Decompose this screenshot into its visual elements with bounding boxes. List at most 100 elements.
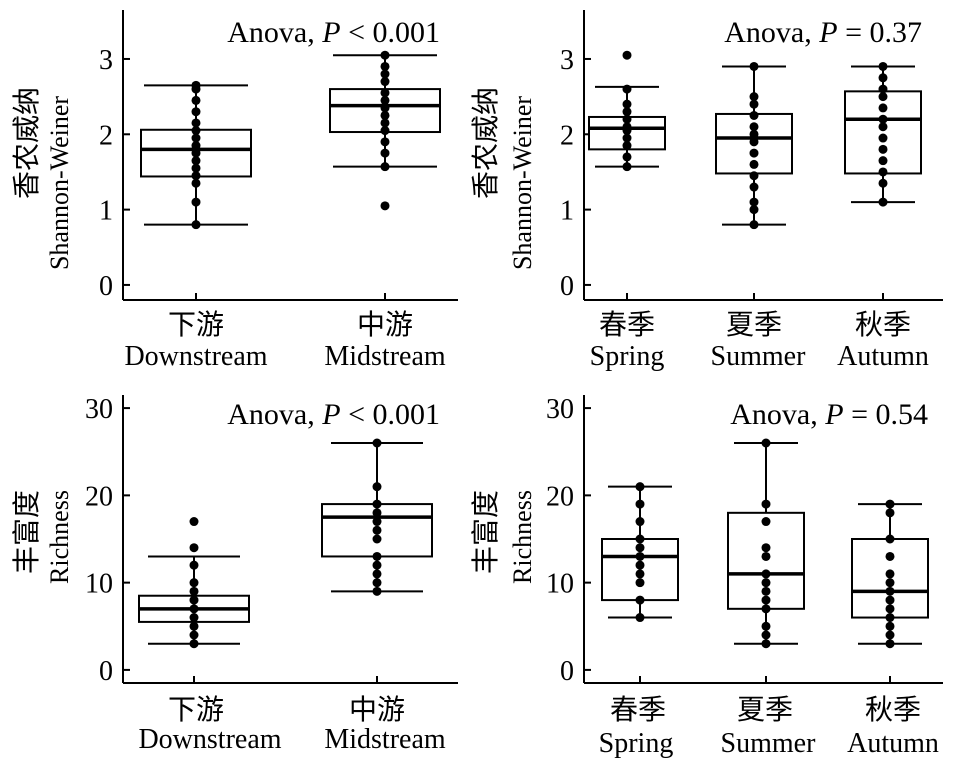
data-point (380, 61, 390, 71)
panel-richness-by-season: Anova, P = 0.54 丰富度 Richness 春季 Spring 夏… (469, 394, 943, 759)
data-point (189, 560, 199, 570)
title-suffix: < 0.001 (341, 398, 440, 431)
data-point (749, 148, 759, 158)
data-point (749, 171, 759, 181)
category-label-en: Spring (599, 728, 674, 759)
data-point (878, 103, 888, 113)
data-point (635, 569, 645, 579)
y-axis-label-en-group: Richness (45, 490, 74, 584)
data-point (372, 499, 382, 509)
data-point (878, 61, 888, 71)
title-stat: P (321, 398, 340, 431)
data-point (761, 578, 771, 588)
data-point (885, 578, 895, 588)
data-point (380, 148, 390, 158)
data-point (749, 220, 759, 230)
data-point (885, 551, 895, 561)
category-label-midstream: 中游 Midstream (324, 308, 446, 372)
data-point (372, 569, 382, 579)
plot-area: 0 10 20 30 (85, 394, 458, 687)
panel-title: Anova, P = 0.54 (730, 398, 928, 431)
data-point (380, 162, 390, 172)
data-point (761, 586, 771, 596)
data-point (761, 438, 771, 448)
data-point (761, 621, 771, 631)
data-point (749, 159, 759, 169)
data-point (189, 517, 199, 527)
data-point (372, 560, 382, 570)
data-point (878, 122, 888, 132)
data-point (622, 84, 632, 94)
data-point (878, 178, 888, 188)
data-point (885, 499, 895, 509)
data-point (635, 534, 645, 544)
category-label-autumn: 秋季 Autumn (847, 693, 939, 759)
category-label-cn: 下游 (168, 308, 224, 341)
category-label-spring: 春季 Spring (590, 308, 665, 372)
data-point (191, 197, 201, 207)
title-suffix: < 0.001 (341, 16, 440, 49)
data-point (761, 595, 771, 605)
data-point (761, 630, 771, 640)
data-point (635, 551, 645, 561)
y-label-en: Richness (508, 490, 537, 584)
data-point (878, 73, 888, 83)
data-point (191, 107, 201, 117)
data-point (749, 129, 759, 139)
box-group (844, 61, 922, 207)
category-label-downstream: 下游 Downstream (138, 693, 281, 755)
data-point (380, 95, 390, 105)
plot-area: 0 1 2 3 (99, 10, 458, 302)
box-group (851, 499, 929, 649)
data-point (885, 604, 895, 614)
data-point (622, 162, 632, 172)
data-point (749, 182, 759, 192)
y-tick-label: 3 (99, 45, 113, 76)
data-point (622, 50, 632, 60)
category-label-midstream: 中游 Midstream (324, 693, 446, 755)
data-point (885, 595, 895, 605)
data-point (380, 201, 390, 211)
data-point (878, 156, 888, 166)
data-point (189, 543, 199, 553)
y-axis-label: 丰富度 (469, 490, 502, 574)
data-point (878, 144, 888, 154)
y-axis-label: 香农威纳 (469, 87, 502, 199)
category-label-en: Summer (721, 728, 817, 759)
y-axis-label-en-group: Shannon-Weiner (508, 96, 537, 270)
data-point (191, 141, 201, 151)
panel-title: Anova, P = 0.37 (724, 16, 922, 49)
data-point (191, 178, 201, 188)
title-prefix: Anova, (227, 398, 322, 431)
y-axis-label: 丰富度 (10, 490, 43, 574)
y-tick-label: 30 (546, 394, 574, 425)
data-point (749, 122, 759, 132)
data-point (749, 61, 759, 71)
box-group (601, 482, 679, 623)
category-label-summer: 夏季 Summer (721, 693, 817, 759)
data-point (622, 107, 632, 117)
y-tick-label: 0 (560, 271, 574, 302)
y-tick-label: 2 (99, 120, 113, 151)
data-point (372, 438, 382, 448)
category-label-en: Summer (711, 341, 807, 372)
data-point (372, 525, 382, 535)
category-label-summer: 夏季 Summer (711, 308, 807, 372)
data-point (761, 569, 771, 579)
title-prefix: Anova, (730, 398, 825, 431)
category-label-cn: 下游 (168, 693, 224, 726)
data-point (380, 88, 390, 98)
y-tick-label: 10 (546, 569, 574, 600)
data-point (191, 95, 201, 105)
y-axis-label: 香农威纳 (10, 87, 43, 199)
y-label-cn: 香农威纳 (10, 87, 43, 199)
y-axis-label-en-group: Shannon-Weiner (45, 96, 74, 270)
data-point (635, 613, 645, 623)
data-point (885, 621, 895, 631)
data-point (885, 630, 895, 640)
y-tick-label: 1 (560, 196, 574, 227)
data-point (380, 77, 390, 87)
data-point (191, 171, 201, 181)
category-label-autumn: 秋季 Autumn (837, 308, 929, 372)
category-label-cn: 夏季 (737, 693, 793, 726)
